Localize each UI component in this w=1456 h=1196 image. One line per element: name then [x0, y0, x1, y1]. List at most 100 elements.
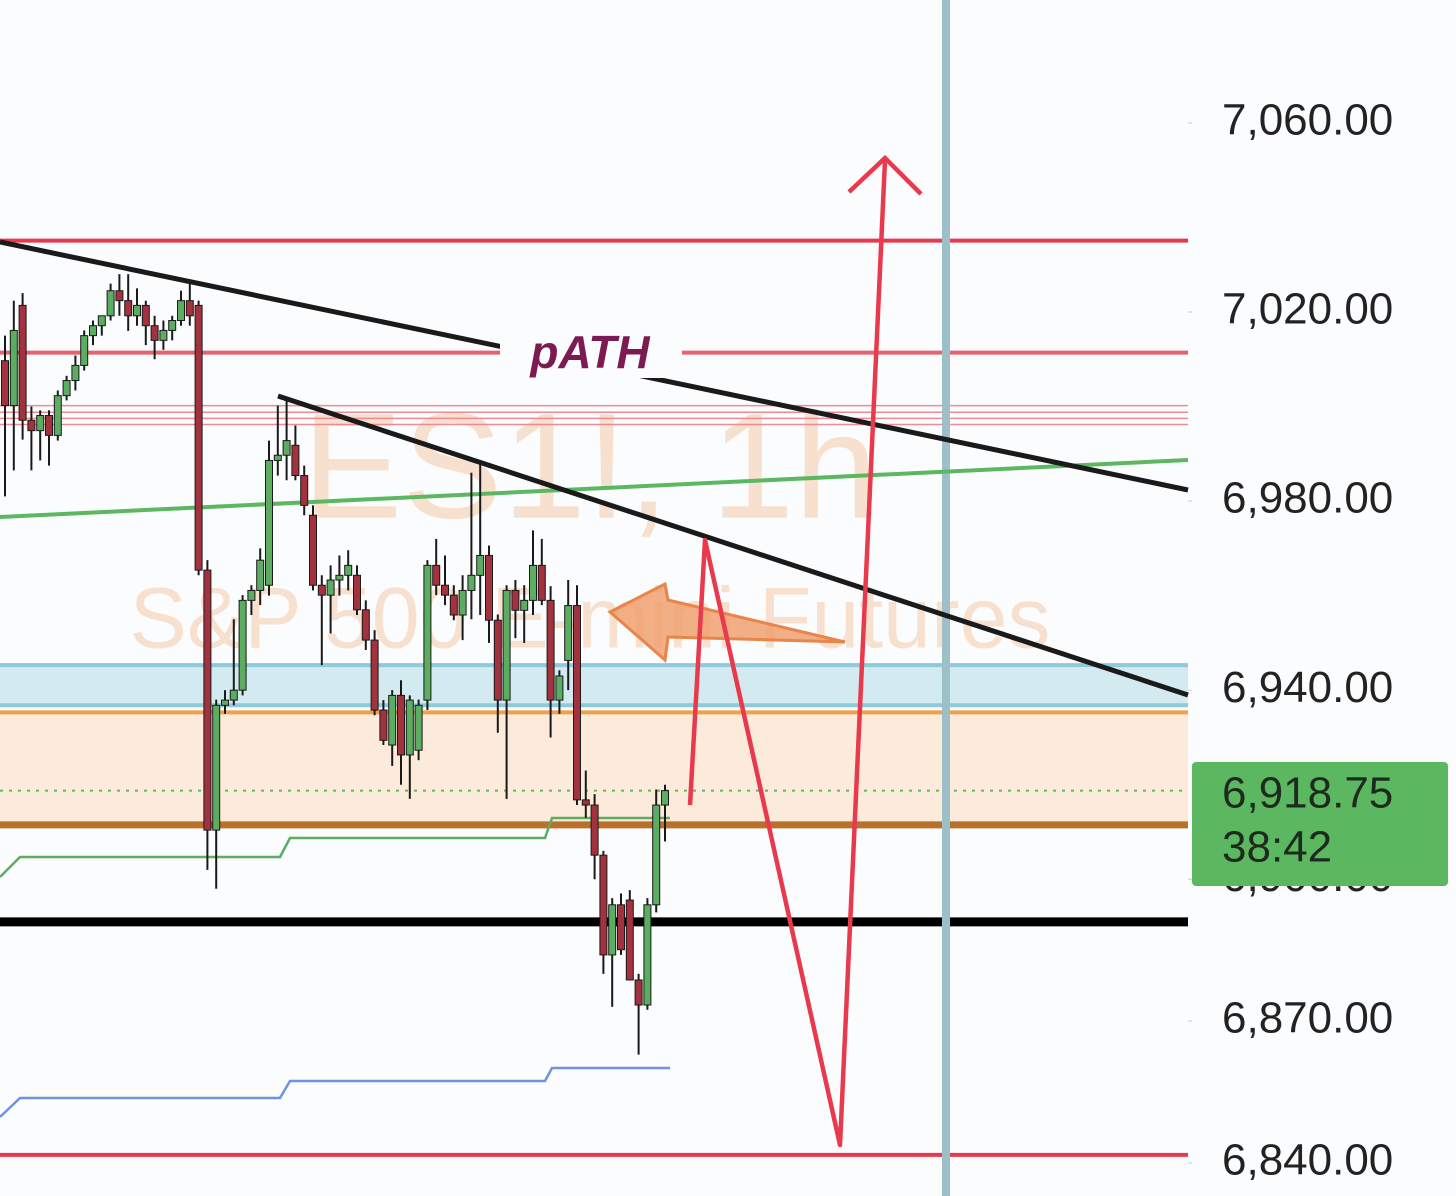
- candle-body: [423, 564, 432, 701]
- candle-body: [265, 459, 273, 586]
- candle-body: [335, 574, 344, 581]
- candle-body: [537, 564, 546, 601]
- countdown: 38:42: [1222, 823, 1332, 872]
- candle-body: [124, 300, 133, 317]
- candle-body: [97, 315, 106, 327]
- candle-body: [370, 639, 379, 711]
- y-tick-label: 6,940.00: [1222, 663, 1393, 712]
- candle-body: [185, 300, 194, 317]
- candle-body: [511, 589, 520, 611]
- candle-body: [397, 694, 405, 756]
- candle-body: [282, 440, 291, 456]
- candle-body: [247, 589, 256, 601]
- candle-body: [115, 290, 124, 302]
- candle-body: [643, 904, 652, 1006]
- candle-body: [353, 574, 361, 611]
- candle-body: [203, 569, 212, 831]
- y-tick-label: 6,870.00: [1222, 994, 1393, 1043]
- step-indicator-blue: [0, 1066, 670, 1118]
- candle-body: [27, 419, 36, 432]
- candle-body: [608, 904, 617, 956]
- candle-body: [573, 605, 581, 801]
- candle-body: [467, 574, 476, 591]
- candle-body: [89, 325, 97, 337]
- candle-body: [317, 584, 326, 596]
- candle-body: [62, 380, 71, 397]
- candle-body: [309, 514, 317, 586]
- watermark-title: ES1!, 1h: [302, 382, 877, 550]
- candle-body: [71, 364, 80, 382]
- annotation: pATH: [528, 326, 650, 378]
- candle-body: [212, 704, 221, 831]
- candle-body: [502, 589, 511, 701]
- candle-body: [194, 304, 203, 571]
- candle-body: [45, 415, 53, 436]
- candle-body: [599, 854, 608, 956]
- price-axis: 7,060.007,020.006,980.006,940.006,900.00…: [1188, 96, 1393, 1185]
- candle-body: [141, 304, 150, 327]
- last-price-box: [1192, 762, 1448, 886]
- y-tick-label: 7,020.00: [1222, 285, 1393, 334]
- candle-body: [256, 559, 265, 591]
- annotation-bg: [500, 328, 682, 378]
- candle-body: [9, 329, 18, 407]
- candle-body: [405, 699, 414, 756]
- candle-body: [106, 290, 115, 317]
- watermark-subtitle: S&P 500 E-mini Futures: [130, 571, 1051, 667]
- candle-body: [18, 304, 27, 421]
- candle-body: [546, 599, 555, 701]
- candle-body: [441, 584, 449, 596]
- projection-arrowhead: [847, 154, 923, 196]
- candle-body: [625, 899, 634, 981]
- zone: [0, 665, 1188, 706]
- candle-body: [652, 804, 661, 906]
- candle-body: [414, 704, 423, 751]
- projection-path: [687, 159, 888, 1148]
- candle-body: [177, 300, 185, 322]
- candle-body: [581, 799, 590, 806]
- candle-body: [133, 304, 141, 317]
- candle-body: [291, 444, 300, 477]
- candle-body: [300, 475, 309, 506]
- y-tick-label: 6,980.00: [1222, 474, 1393, 523]
- candle-body: [80, 335, 89, 366]
- candle-body: [361, 609, 370, 641]
- candle-body: [555, 675, 564, 701]
- y-tick-label: 7,060.00: [1222, 96, 1393, 145]
- candle-body: [485, 554, 493, 621]
- candle-body: [458, 589, 467, 616]
- candle-body: [273, 454, 282, 461]
- candle-body: [520, 599, 529, 611]
- candle-body: [379, 709, 388, 741]
- candle-body: [449, 594, 458, 616]
- candle-body: [564, 605, 573, 661]
- candle-body: [529, 564, 537, 601]
- candle-body: [432, 564, 441, 586]
- candle-body: [36, 415, 45, 432]
- candle-body: [661, 790, 669, 806]
- candles: [1, 274, 669, 1055]
- candle-body: [493, 619, 502, 701]
- candle-body: [388, 694, 397, 746]
- last-price-label: 6,918.75: [1222, 769, 1393, 818]
- candle-body: [53, 395, 62, 436]
- candle-body: [634, 979, 643, 1006]
- trendline-lower: [277, 393, 1189, 698]
- candle-body: [168, 320, 177, 331]
- candle-body: [1, 360, 9, 407]
- candle-body: [150, 325, 159, 341]
- candle-body: [326, 579, 335, 596]
- y-tick-label: 6,840.00: [1222, 1136, 1393, 1185]
- candle-body: [159, 329, 168, 341]
- candle-body: [229, 689, 238, 701]
- candle-body: [590, 804, 599, 856]
- candle-body: [238, 599, 247, 691]
- candle-body: [476, 554, 485, 576]
- candle-body: [617, 904, 625, 951]
- candle-body: [344, 564, 353, 576]
- step-indicator-green: [0, 816, 670, 878]
- candle-body: [221, 699, 229, 706]
- arrow-left: [607, 581, 846, 663]
